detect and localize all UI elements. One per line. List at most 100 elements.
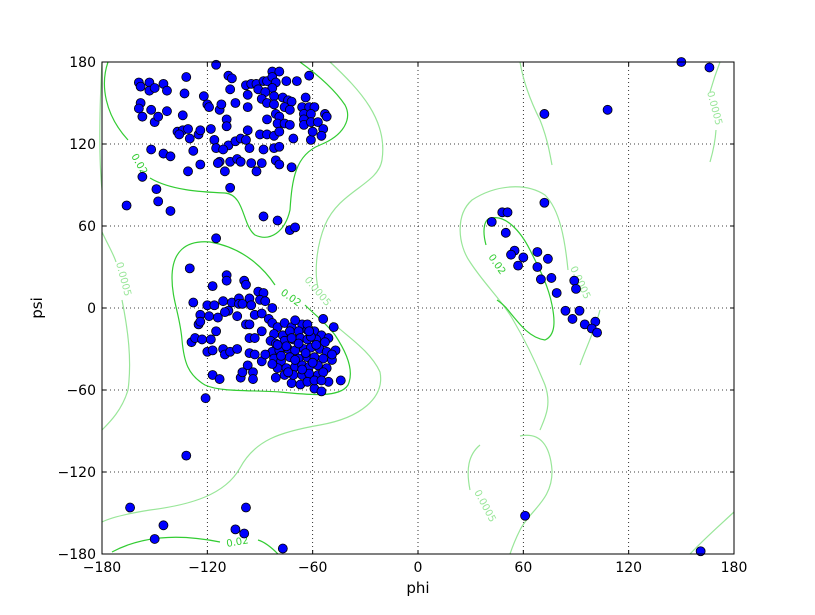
x-tick-label: 0 <box>414 560 423 576</box>
data-point <box>532 247 543 257</box>
data-point <box>133 103 144 114</box>
data-point <box>241 134 251 145</box>
data-point <box>704 62 715 73</box>
data-point <box>286 378 297 389</box>
data-point <box>241 502 251 513</box>
data-point <box>320 337 330 348</box>
data-point <box>260 296 271 307</box>
contour-0.0005-beta-outer <box>315 61 384 289</box>
data-point <box>284 104 295 115</box>
data-point <box>513 260 523 271</box>
contour-0.0005-lefthanded-top <box>519 61 553 166</box>
data-point <box>262 114 272 125</box>
x-tick-label: −120 <box>188 560 226 576</box>
data-point <box>149 83 160 93</box>
y-tick-label: 60 <box>78 219 96 235</box>
data-point <box>304 70 315 81</box>
data-point <box>290 315 301 326</box>
contour-0.0005-right <box>689 61 735 555</box>
data-point <box>225 182 236 193</box>
data-point <box>181 450 192 461</box>
data-point <box>260 349 271 360</box>
data-point <box>200 393 211 404</box>
data-point <box>153 196 164 207</box>
data-point <box>318 367 329 378</box>
x-axis-label: phi <box>406 579 429 597</box>
data-point <box>560 305 571 316</box>
data-point <box>198 91 209 102</box>
data-point <box>153 111 164 122</box>
data-point <box>239 528 250 539</box>
data-points <box>121 57 715 557</box>
data-point <box>256 326 267 337</box>
data-point <box>313 117 323 128</box>
data-point <box>284 119 295 130</box>
data-point <box>277 543 288 554</box>
data-point <box>183 124 193 134</box>
data-point <box>230 524 241 535</box>
y-axis-ticks: −180 −120 −60 0 60 120 180 <box>58 55 734 563</box>
data-point <box>212 312 223 323</box>
y-tick-label: −120 <box>58 465 96 481</box>
data-point <box>272 215 283 226</box>
data-point <box>212 158 223 169</box>
x-tick-label: −60 <box>298 560 328 576</box>
data-point <box>242 102 253 112</box>
data-point <box>258 144 269 155</box>
data-point <box>281 341 292 352</box>
data-point <box>237 367 248 378</box>
data-point <box>249 333 260 343</box>
contour-0.0005-lefthanded <box>459 186 569 431</box>
data-point <box>184 263 195 274</box>
data-point <box>219 166 230 177</box>
data-point <box>184 133 195 144</box>
data-point <box>592 327 602 338</box>
data-point <box>539 197 550 208</box>
contour-0.02-alpha <box>171 241 351 396</box>
data-point <box>286 333 297 343</box>
data-point <box>274 141 285 152</box>
data-point <box>272 339 283 350</box>
data-point <box>269 91 279 102</box>
data-point <box>311 339 322 350</box>
y-tick-label: 120 <box>69 137 96 153</box>
data-point <box>291 76 302 87</box>
data-point <box>532 262 543 272</box>
data-point <box>205 124 216 134</box>
data-point <box>316 375 327 386</box>
data-point <box>149 534 160 544</box>
data-point <box>246 158 257 169</box>
data-point <box>218 296 229 307</box>
data-point <box>316 386 327 397</box>
data-point <box>267 359 278 369</box>
data-point <box>137 111 148 122</box>
data-point <box>288 133 299 144</box>
data-point <box>328 322 339 333</box>
data-point <box>211 233 222 244</box>
data-point <box>162 106 172 117</box>
data-point <box>551 288 562 298</box>
data-point <box>135 81 146 92</box>
data-point <box>179 88 190 99</box>
contour-label-0.02-bottom: 0.02 <box>226 535 250 550</box>
data-point <box>321 111 332 122</box>
data-point <box>165 206 176 216</box>
data-point <box>242 125 253 136</box>
y-tick-label: 0 <box>87 301 96 317</box>
data-point <box>137 171 148 182</box>
y-tick-label: −60 <box>66 383 96 399</box>
contour-label-0.02-alpha: 0.02 <box>278 287 303 309</box>
data-point <box>244 143 255 154</box>
data-point <box>306 134 316 145</box>
data-point <box>546 273 557 283</box>
data-point <box>204 311 214 322</box>
data-point <box>121 200 132 211</box>
data-point <box>232 344 243 354</box>
data-point <box>327 349 337 360</box>
data-point <box>249 349 260 360</box>
data-point <box>297 364 308 375</box>
data-point <box>256 158 267 169</box>
contour-0.0005-lefthanded-low <box>467 309 601 555</box>
data-point <box>539 109 550 119</box>
